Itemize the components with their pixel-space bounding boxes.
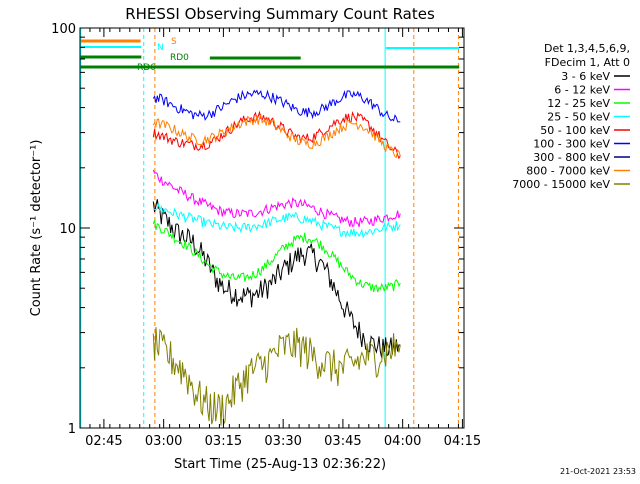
series-5 (152, 89, 401, 123)
series-8 (152, 327, 401, 426)
plot-frame (79, 27, 465, 429)
legend-header-line-1: Det 1,3,4,5,6,9, (544, 42, 630, 55)
x-tick-label: 03:00 (145, 434, 182, 449)
series-3 (153, 203, 401, 239)
x-tick-label: 02:45 (85, 434, 122, 449)
series-line (152, 110, 401, 160)
axes: 1 10 100 02:45 03:00 03:15 03:30 03:45 04:00 04:1… (51, 22, 481, 449)
x-tick-label: 04:15 (444, 434, 481, 449)
series-4 (152, 110, 401, 160)
series-line (152, 113, 401, 159)
status-label-rd0: RD0 (170, 53, 189, 63)
legend-entry-label: 12 - 25 keV (547, 97, 610, 110)
legend-entry-label: 300 - 800 keV (533, 151, 610, 164)
x-axis-title: Start Time (25-Aug-13 02:36:22) (174, 457, 386, 472)
legend: Det 1,3,4,5,6,9, FDecim 1, Att 0 3 - 6 k… (512, 42, 630, 191)
legend-entry-label: 3 - 6 keV (561, 70, 610, 83)
series-line (152, 89, 401, 123)
plot-inner (80, 28, 460, 428)
series-2 (152, 220, 401, 293)
x-tick-label: 03:30 (264, 434, 301, 449)
series-7 (152, 113, 401, 159)
x-tick-label: 03:15 (205, 434, 242, 449)
plot-area: SN RD0 RD6 (80, 28, 460, 428)
y-tick-label: 1 (68, 422, 76, 437)
legend-header-line-2: FDecim 1, Att 0 (545, 56, 630, 69)
chart-title: RHESSI Observing Summary Count Rates (125, 5, 435, 23)
series-line (152, 169, 401, 228)
y-tick-label: 10 (59, 222, 76, 237)
status-label-s: S (171, 37, 177, 47)
legend-entry-label: 800 - 7000 keV (526, 165, 610, 178)
x-tick-label: 04:00 (384, 434, 421, 449)
legend-entry-label: 6 - 12 keV (554, 84, 610, 97)
series-line (152, 220, 401, 293)
series-line (153, 203, 401, 239)
legend-entry-label: 100 - 300 keV (533, 138, 610, 151)
status-label-rd6: RD6 (137, 63, 156, 73)
y-axis-title: Count Rate (s⁻¹ detector⁻¹) (29, 140, 44, 317)
series-line (152, 199, 401, 358)
series-0 (152, 199, 401, 358)
footer-date: 21-Oct-2021 23:53 (560, 467, 636, 476)
x-tick-label: 03:45 (324, 434, 361, 449)
series-line (152, 327, 401, 426)
legend-entry-label: 50 - 100 keV (540, 124, 610, 137)
status-label-n: N (157, 43, 164, 53)
y-tick-label: 100 (51, 22, 76, 37)
legend-entry-label: 25 - 50 keV (547, 111, 610, 124)
legend-entry-label: 7000 - 15000 keV (512, 178, 610, 191)
series-1 (152, 169, 401, 228)
